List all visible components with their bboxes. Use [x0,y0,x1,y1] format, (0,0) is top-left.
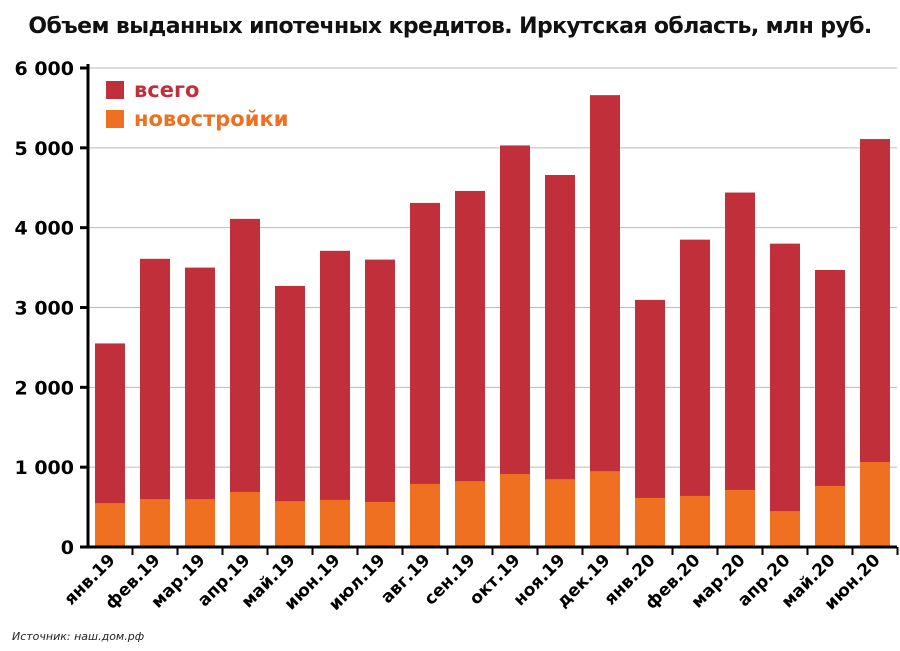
bar-new [680,495,710,547]
y-tick-label: 6 000 [15,58,75,80]
bar-total [320,250,350,547]
bar-total [725,192,755,548]
bar-new [455,481,485,547]
bar-new [365,501,395,547]
bar-new [860,461,890,547]
legend-swatch [106,81,124,99]
bar-new [140,499,170,547]
y-tick-label: 2 000 [15,377,75,399]
bar-new [590,471,620,547]
bar-new [500,473,530,547]
source-note: Источник: наш.дом.рф [12,630,145,643]
bar-new [185,499,215,547]
bar-total [770,243,800,547]
chart-title: Объем выданных ипотечных кредитов. Иркут… [28,14,872,39]
bar-new [275,501,305,547]
bar-new [725,489,755,547]
y-tick-label: 1 000 [15,457,75,479]
bar-total [140,258,170,547]
bar-new [320,499,350,547]
y-tick-label: 4 000 [15,218,75,240]
y-tick-label: 5 000 [15,138,75,160]
bar-new [770,511,800,547]
y-tick-label: 0 [61,537,74,559]
bar-total [365,259,395,547]
legend-swatch [106,110,124,128]
y-tick-label: 3 000 [15,298,75,320]
bar-new [545,479,575,547]
bar-total [680,239,710,547]
bar-new [230,491,260,547]
bar-new [815,485,845,547]
bar-new [635,497,665,547]
legend-label: всего [134,78,199,102]
bar-new [95,503,125,547]
bar-new [410,483,440,547]
legend-label: новостройки [134,107,288,131]
